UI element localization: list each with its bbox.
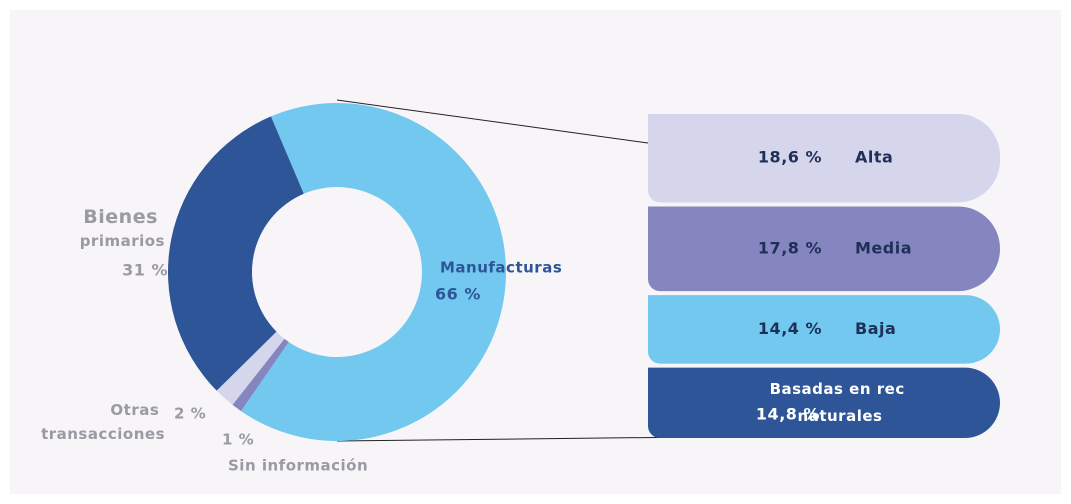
slice-value-label: 66 % bbox=[435, 285, 481, 304]
slice-value-label: 2 % bbox=[174, 405, 206, 423]
pie-slice bbox=[216, 331, 285, 405]
breakdown-value-label: 17,8 % bbox=[758, 238, 822, 257]
breakdown-label: Baja bbox=[855, 319, 896, 338]
slice-label: Otras transacciones bbox=[41, 401, 165, 443]
breakdown-label: Alta bbox=[855, 148, 893, 167]
breakdown-label-line: naturales bbox=[798, 406, 883, 424]
breakdown-bar bbox=[648, 206, 1000, 292]
slice-value-label: 1 % bbox=[222, 431, 254, 449]
breakdown-label-line: Basadas en rec bbox=[770, 379, 911, 397]
breakdown-bar bbox=[648, 367, 1000, 438]
breakdown-bar bbox=[648, 295, 1000, 364]
slice-label: Manufacturas bbox=[440, 259, 562, 277]
slice-label: Bienes primarios bbox=[80, 206, 165, 250]
slice-value-label: 31 % bbox=[122, 261, 168, 280]
slice-label-line: transacciones bbox=[41, 425, 165, 443]
connector bbox=[336, 99, 649, 144]
breakdown-value-label: 14,8 % bbox=[756, 404, 820, 423]
slice-label-line: Otras bbox=[110, 401, 165, 419]
breakdown-value-label: 14,4 % bbox=[758, 319, 822, 338]
breakdown-label: Media bbox=[855, 238, 912, 257]
pie-slice bbox=[232, 338, 289, 412]
pie-slice bbox=[241, 102, 506, 441]
breakdown-label: Basadas en rec naturales bbox=[770, 379, 911, 424]
breakdown-bar bbox=[648, 114, 1000, 203]
breakdown-value-label: 18,6 % bbox=[758, 148, 822, 167]
slice-label-line: primarios bbox=[80, 232, 165, 250]
slice-label: Sin información bbox=[228, 457, 368, 475]
pie-slice bbox=[167, 116, 304, 391]
connector bbox=[336, 436, 698, 442]
slice-label-line: Bienes bbox=[83, 206, 165, 228]
